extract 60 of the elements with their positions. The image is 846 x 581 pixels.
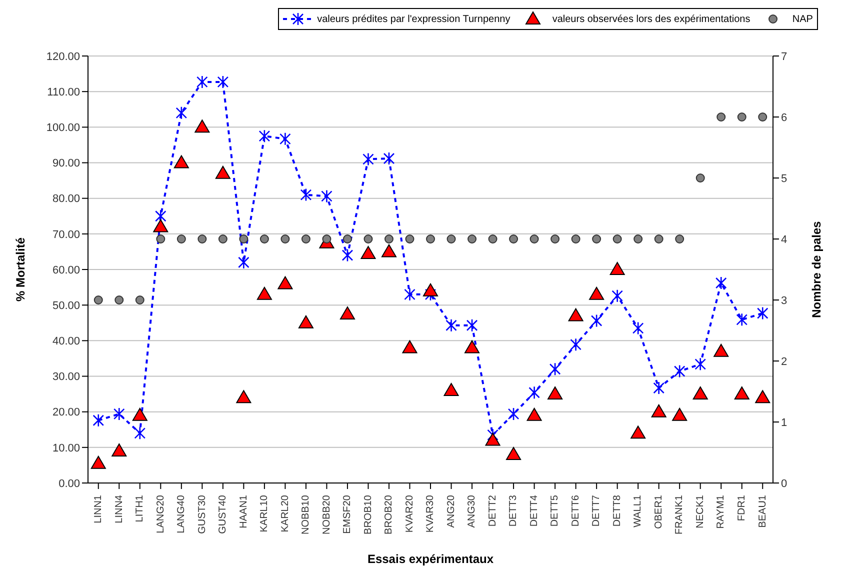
y-tick-label: 100.00 (46, 122, 80, 134)
x-tick-label: DETT5 (550, 494, 561, 527)
y-tick-label: 80.00 (52, 193, 80, 206)
y2-axis-title: Nombre de pales (809, 220, 824, 318)
y2-tick-label: 2 (781, 356, 788, 368)
y2-tick-label: 6 (781, 112, 788, 124)
legend-label: valeurs prédites par l'expression Turnpenny (317, 14, 510, 24)
x-tick-label: FRANK1 (674, 494, 686, 534)
y-tick-label: 70.00 (52, 228, 80, 241)
x-tick-label: FDR1 (736, 494, 748, 522)
y-tick-label: 50.00 (52, 300, 80, 312)
y-tick-label: 90.00 (52, 158, 80, 170)
x-tick-label: DETT7 (591, 494, 602, 527)
x-tick-label: LANG40 (176, 494, 188, 534)
x-tick-label: ANG20 (446, 494, 457, 528)
x-tick-label: KARL10 (259, 494, 270, 532)
x-tick-label: LITH1 (134, 494, 146, 522)
y-tick-label: 0.00 (58, 478, 80, 490)
x-tick-label: ANG30 (466, 494, 478, 528)
y2-tick-label: 3 (781, 294, 788, 307)
x-tick-label: DETT2 (487, 494, 498, 527)
x-tick-label: EMSF20 (342, 494, 354, 534)
x-tick-label: NOBB20 (321, 494, 332, 534)
x-tick-label: GUST40 (218, 494, 229, 534)
x-tick-label: BEAU1 (757, 494, 768, 528)
y-tick-label: 30.00 (52, 371, 80, 384)
x-axis-title: Essais expérimentaux (367, 552, 494, 566)
x-tick-label: GUST30 (196, 494, 208, 534)
x-tick-label: LINN1 (93, 494, 104, 524)
y2-tick-label: 0 (781, 478, 788, 490)
x-tick-label: KVAR30 (425, 494, 436, 533)
y-tick-label: 60.00 (52, 264, 80, 276)
x-tick-label: HAAN1 (238, 494, 250, 528)
y-tick-label: 40.00 (52, 336, 80, 348)
x-tick-label: NOBB10 (300, 494, 312, 534)
x-tick-label: KARL20 (280, 494, 291, 532)
x-tick-label: LANG20 (155, 494, 166, 534)
y2-tick-label: 4 (781, 234, 788, 246)
x-tick-label: RAYM1 (716, 494, 727, 529)
x-tick-label: DETT6 (570, 494, 582, 527)
legend-label: valeurs observées lors des expérimentations (552, 14, 750, 24)
y2-tick-label: 1 (781, 416, 788, 429)
x-tick-label: DETT8 (612, 494, 623, 527)
y-tick-label: 10.00 (52, 442, 80, 454)
x-tick-label: NECK1 (694, 494, 706, 528)
legend-label: NAP (792, 14, 813, 24)
x-tick-label: OBER1 (653, 494, 664, 529)
x-tick-label: BROB20 (384, 494, 395, 534)
y-tick-label: 120.00 (46, 50, 80, 63)
x-tick-label: BROB10 (362, 494, 374, 534)
y2-tick-label: 5 (781, 172, 788, 185)
x-tick-label: LINN4 (114, 494, 125, 524)
x-tick-label: WALL1 (632, 494, 644, 528)
x-tick-label: KVAR20 (404, 494, 416, 533)
y2-tick-label: 7 (781, 50, 788, 63)
x-tick-label: DETT4 (528, 494, 540, 527)
y-tick-label: 110.00 (47, 86, 80, 98)
x-tick-label: DETT3 (508, 494, 520, 527)
y-tick-label: 20.00 (52, 406, 80, 419)
y-axis-title: % Mortalité (13, 237, 28, 302)
